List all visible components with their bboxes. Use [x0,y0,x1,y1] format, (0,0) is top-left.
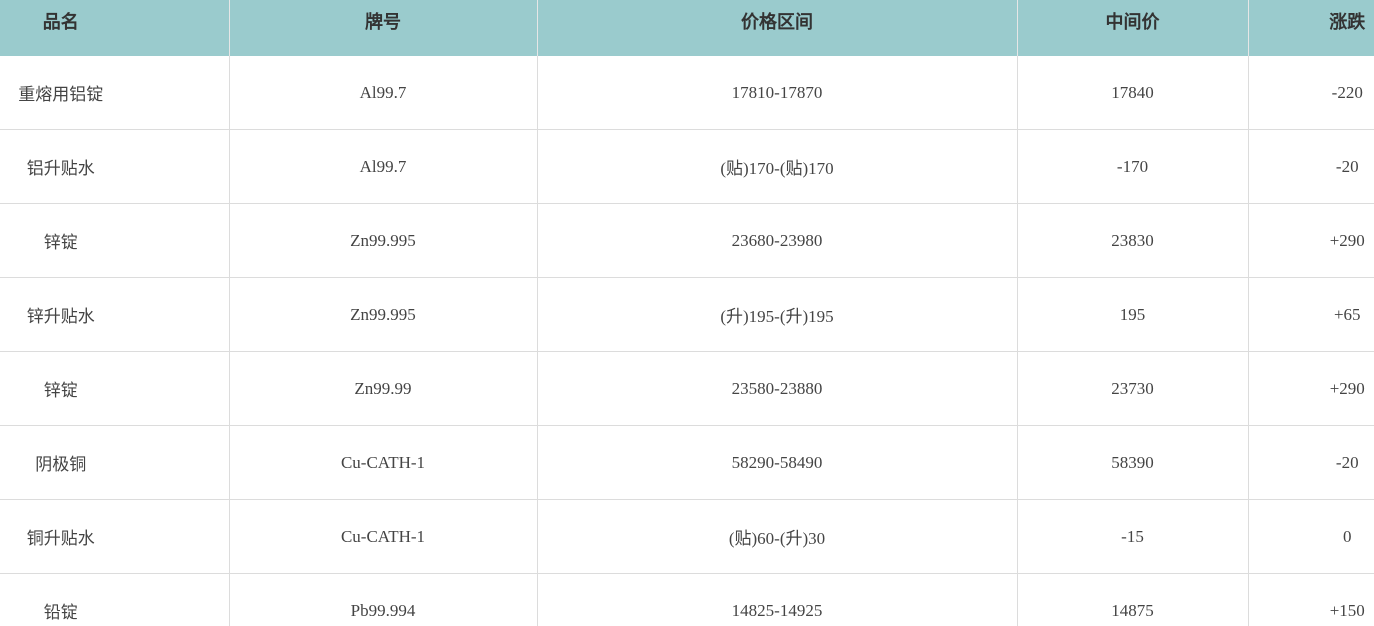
header-grade: 牌号 [229,0,538,56]
table-row: 阴极铜 Cu-CATH-1 58290-58490 58390 -20 [0,425,1374,500]
cell-product-name: 重熔用铝锭 [0,56,230,130]
cell-mid-price: 14875 [1017,573,1249,626]
cell-price-range: 23680-23980 [537,203,1018,278]
cell-change: +290 [1248,203,1374,278]
cell-price-range: 14825-14925 [537,573,1018,626]
cell-mid-price: -170 [1017,129,1249,204]
cell-mid-price: 17840 [1017,56,1249,130]
table-row: 重熔用铝锭 Al99.7 17810-17870 17840 -220 [0,56,1374,130]
cell-product-name: 锌升贴水 [0,277,230,352]
table-header-row: 品名 牌号 价格区间 中间价 涨跌 [0,0,1374,56]
table-row: 锌锭 Zn99.995 23680-23980 23830 +290 [0,203,1374,278]
cell-grade: Pb99.994 [229,573,538,626]
cell-change: +290 [1248,351,1374,426]
cell-product-name: 锌锭 [0,351,230,426]
cell-price-range: (升)195-(升)195 [537,277,1018,352]
cell-grade: Zn99.99 [229,351,538,426]
cell-change: -20 [1248,425,1374,500]
cell-grade: Zn99.995 [229,203,538,278]
cell-price-range: (贴)170-(贴)170 [537,129,1018,204]
table-row: 铜升贴水 Cu-CATH-1 (贴)60-(升)30 -15 0 [0,499,1374,574]
cell-grade: Al99.7 [229,129,538,204]
cell-mid-price: 23730 [1017,351,1249,426]
table-row: 锌锭 Zn99.99 23580-23880 23730 +290 [0,351,1374,426]
cell-product-name: 铝升贴水 [0,129,230,204]
cell-change: -20 [1248,129,1374,204]
cell-mid-price: 23830 [1017,203,1249,278]
cell-change: +65 [1248,277,1374,352]
cell-price-range: 58290-58490 [537,425,1018,500]
cell-price-range: 17810-17870 [537,56,1018,130]
header-product-name: 品名 [0,0,230,56]
cell-price-range: (贴)60-(升)30 [537,499,1018,574]
cell-grade: Cu-CATH-1 [229,425,538,500]
table-row: 铅锭 Pb99.994 14825-14925 14875 +150 [0,573,1374,626]
table-row: 铝升贴水 Al99.7 (贴)170-(贴)170 -170 -20 [0,129,1374,204]
cell-price-range: 23580-23880 [537,351,1018,426]
cell-mid-price: -15 [1017,499,1249,574]
table-row: 锌升贴水 Zn99.995 (升)195-(升)195 195 +65 [0,277,1374,352]
cell-product-name: 阴极铜 [0,425,230,500]
cell-grade: Zn99.995 [229,277,538,352]
cell-mid-price: 195 [1017,277,1249,352]
cell-mid-price: 58390 [1017,425,1249,500]
header-price-range: 价格区间 [537,0,1018,56]
cell-change: +150 [1248,573,1374,626]
cell-product-name: 铅锭 [0,573,230,626]
cell-change: -220 [1248,56,1374,130]
cell-product-name: 铜升贴水 [0,499,230,574]
cell-change: 0 [1248,499,1374,574]
header-change: 涨跌 [1248,0,1374,56]
cell-grade: Cu-CATH-1 [229,499,538,574]
cell-product-name: 锌锭 [0,203,230,278]
header-mid-price: 中间价 [1017,0,1249,56]
cell-grade: Al99.7 [229,56,538,130]
